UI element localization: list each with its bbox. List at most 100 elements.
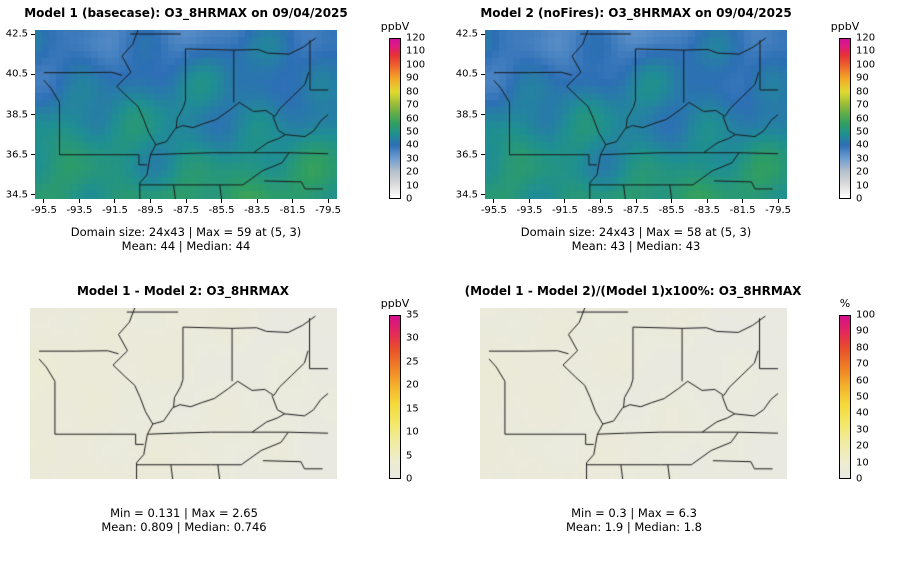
x-axis-tick-label: -95.5 [30,205,57,216]
colorbar-tick-label: 100 [406,59,426,71]
colorbar-gradient [839,315,851,479]
x-axis-tick-label: -91.5 [102,205,128,216]
panel-title: Model 1 (basecase): O3_8HRMAX on 09/04/2… [24,6,348,20]
colorbar: 0 5 10 15 20 25 30 35 [389,310,419,485]
panel-title: Model 1 - Model 2: O3_8HRMAX [76,284,290,298]
x-axis-tick-label: -95.5 [480,205,507,216]
colorbar-tick-label: 5 [406,450,413,462]
stats-line1: Min = 0.3 | Max = 6.3 [571,506,697,520]
colorbar-tick-label: 50 [856,126,869,138]
x-axis-tick-mark [78,199,80,203]
colorbar-tick-label: 110 [856,45,876,57]
x-axis-tick-label: -89.5 [137,205,164,216]
colorbar-tick-label: 30 [406,153,419,165]
x-axis-tick-label: -89.5 [587,205,614,216]
x-axis-tick-mark [564,199,566,203]
x-axis-tick-label: -79.5 [315,205,342,216]
colorbar-tick-label: 0 [856,473,863,485]
colorbar-tick-label: 20 [406,379,419,391]
x-axis-tick-mark [185,199,187,203]
y-axis-tick-label: 34.5 [455,189,478,201]
y-axis-tick-mark [31,194,35,196]
map-canvas [480,308,787,479]
colorbar-tick-label: 10 [406,426,419,438]
map-plot [480,308,787,479]
colorbar-tick-label: 30 [406,332,419,344]
colorbar-tick-label: 20 [856,166,869,178]
x-axis-tick-label: -85.5 [208,205,235,216]
x-axis-tick-mark [149,199,151,203]
colorbar-tick-label: 10 [406,180,419,192]
y-axis-tick-label: 42.5 [5,28,28,40]
map-canvas [35,30,337,199]
colorbar-tick-label: 0 [856,193,863,205]
y-axis-tick-label: 34.5 [5,189,28,201]
colorbar-tick-label: 0 [406,473,413,485]
x-axis-tick-label: -87.5 [623,205,649,216]
map-plot [30,308,337,479]
x-axis-tick-mark [114,199,116,203]
x-axis-tick-label: -79.5 [765,205,792,216]
colorbar-unit-label: ppbV [380,297,410,310]
x-axis-tick-mark [599,199,601,203]
colorbar-unit-label: ppbV [380,20,410,33]
x-axis-tick-mark [777,199,779,203]
colorbar-tick-label: 60 [856,113,869,124]
colorbar-gradient [839,38,851,199]
colorbar-tick-label: 35 [406,309,419,321]
colorbar-tick-label: 90 [856,325,869,337]
colorbar-tick-label: 100 [856,59,876,71]
stats-line1: Domain size: 24x43 | Max = 59 at (5, 3) [70,225,302,239]
colorbar: 0 10 20 30 40 50 60 70 80 90 100 110 120 [839,33,875,205]
colorbar-tick-label: 15 [406,403,419,415]
y-axis-tick-mark [481,114,485,115]
colorbar-tick-label: 100 [856,309,876,321]
colorbar-unit-label: % [839,297,851,310]
colorbar-unit-label: ppbV [830,20,860,33]
colorbar-tick-label: 70 [856,99,869,111]
colorbar-tick-label: 110 [406,45,426,57]
y-axis-tick-mark [31,154,35,156]
colorbar-tick-label: 80 [406,86,419,98]
y-axis-tick-label: 42.5 [455,28,478,40]
stats-line2: Mean: 1.9 | Median: 1.8 [566,520,702,534]
y-axis-tick-label: 38.5 [5,109,28,120]
x-axis-tick-label: -81.5 [729,205,756,216]
colorbar-gradient [389,315,401,479]
colorbar: 0 10 20 30 40 50 60 70 80 90 100 [839,310,875,485]
y-axis-tick-mark [481,33,485,35]
y-axis-tick-mark [31,33,35,35]
x-axis-tick-mark [256,199,258,203]
colorbar: 0 10 20 30 40 50 60 70 80 90 100 110 120 [389,33,425,205]
x-axis-tick-mark [221,199,223,203]
y-axis-tick-label: 36.5 [455,149,478,161]
x-axis-tick-label: -83.5 [244,205,270,216]
map-plot: -95.5 -93.5 -91.5 -89.5 -87.5 -85.5 -83.5 -81.5… [6,29,341,216]
x-axis-tick-label: -83.5 [694,205,720,216]
colorbar-tick-label: 120 [406,32,426,44]
colorbar-tick-label: 60 [856,375,869,387]
colorbar-tick-label: 10 [856,180,869,192]
colorbar-tick-label: 50 [406,126,419,138]
stats-line1: Min = 0.131 | Max = 2.65 [110,506,258,520]
colorbar-tick-label: 25 [406,356,419,368]
colorbar-tick-label: 70 [856,358,869,370]
colorbar-tick-label: 10 [856,457,869,469]
x-axis-tick-label: -85.5 [658,205,685,216]
x-axis-tick-label: -87.5 [173,205,199,216]
panel-title: Model 2 (noFires): O3_8HRMAX on 09/04/20… [480,6,792,20]
colorbar-tick-label: 20 [856,440,869,452]
y-axis-tick-label: 38.5 [455,109,478,120]
x-axis-tick-mark [528,199,530,203]
colorbar-tick-label: 90 [406,72,419,84]
x-axis-tick-label: -93.5 [66,205,93,216]
colorbar-tick-label: 90 [856,72,869,84]
y-axis-tick-mark [31,114,35,115]
colorbar-tick-label: 60 [406,113,419,124]
x-axis-tick-mark [493,199,495,203]
stats-line1: Domain size: 24x43 | Max = 58 at (5, 3) [520,225,752,239]
colorbar-tick-label: 40 [406,139,419,151]
stats-line2: Mean: 0.809 | Median: 0.746 [101,520,267,534]
colorbar-tick-label: 30 [856,153,869,165]
